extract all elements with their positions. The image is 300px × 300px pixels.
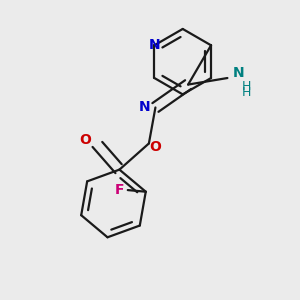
Text: H: H — [242, 86, 251, 99]
Text: O: O — [79, 133, 91, 147]
Text: N: N — [148, 38, 160, 52]
Text: N: N — [232, 66, 244, 80]
Text: H: H — [242, 80, 251, 93]
Text: O: O — [149, 140, 161, 154]
Text: N: N — [139, 100, 151, 115]
Text: F: F — [115, 183, 124, 197]
